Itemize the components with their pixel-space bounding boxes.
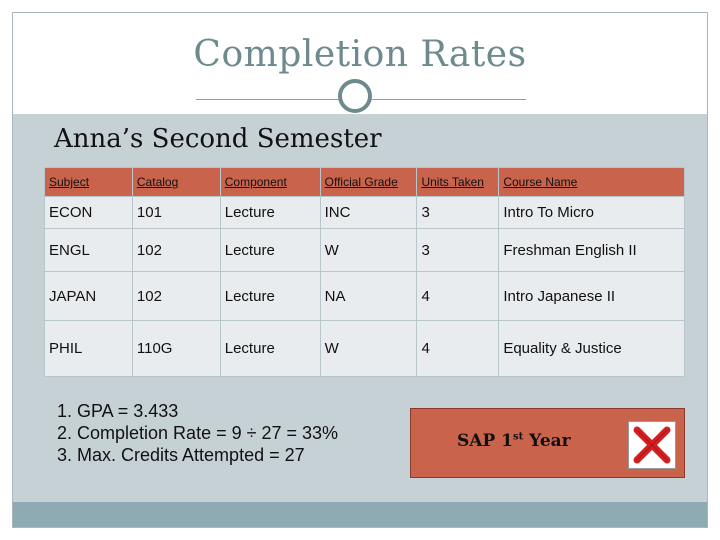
cell-course-name: Freshman English II [498, 228, 685, 272]
sap-label-suffix: Year [523, 431, 571, 451]
sap-label-prefix: SAP 1 [457, 431, 513, 451]
cell-subject: PHIL [44, 320, 133, 377]
cell-component: Lecture [219, 228, 321, 272]
cell-catalog: 102 [131, 228, 221, 272]
cell-course-name: Intro To Micro [498, 196, 685, 229]
header-official-grade: Official Grade [319, 167, 418, 197]
note-completion-rate: 2. Completion Rate = 9 ÷ 27 = 33% [57, 423, 339, 443]
cell-component: Lecture [219, 271, 321, 321]
header-units-taken: Units Taken [416, 167, 500, 197]
header-component: Component [219, 167, 321, 197]
slide-subtitle: Anna’s Second Semester [54, 124, 382, 154]
cell-grade: NA [319, 271, 418, 321]
cell-units: 4 [416, 271, 500, 321]
sap-label-superscript: st [513, 431, 524, 443]
cell-subject: JAPAN [44, 271, 133, 321]
table-row: JAPAN 102 Lecture NA 4 Intro Japanese II [44, 271, 685, 321]
note-max-credits: 3. Max. Credits Attempted = 27 [57, 445, 305, 465]
summary-notes: 1. GPA = 3.433 2. Completion Rate = 9 ÷ … [57, 400, 338, 466]
cell-units: 4 [416, 320, 500, 377]
cell-course-name: Intro Japanese II [498, 271, 685, 321]
sap-label: SAP 1st Year [457, 431, 571, 451]
bottom-bar [13, 502, 707, 527]
cell-subject: ENGL [44, 228, 133, 272]
cell-subject: ECON [44, 196, 133, 229]
sap-status-box: SAP 1st Year [410, 408, 685, 478]
slide-title: Completion Rates [193, 34, 527, 75]
header-catalog: Catalog [131, 167, 221, 197]
cell-component: Lecture [219, 320, 321, 377]
grades-table: Subject Catalog Component Official Grade… [44, 167, 685, 377]
cell-grade: W [319, 228, 418, 272]
cell-catalog: 102 [131, 271, 221, 321]
red-x-icon [628, 421, 676, 469]
cell-catalog: 101 [131, 196, 221, 229]
cell-catalog: 110G [131, 320, 221, 377]
circle-ornament-icon [338, 79, 372, 113]
cell-course-name: Equality & Justice [498, 320, 685, 377]
table-row: ENGL 102 Lecture W 3 Freshman English II [44, 228, 685, 272]
header-course-name: Course Name [498, 167, 685, 197]
cell-component: Lecture [219, 196, 321, 229]
table-row: PHIL 110G Lecture W 4 Equality & Justice [44, 320, 685, 377]
header-subject: Subject [44, 167, 133, 197]
cell-units: 3 [416, 196, 500, 229]
cell-grade: INC [319, 196, 418, 229]
table-header-row: Subject Catalog Component Official Grade… [44, 167, 685, 197]
note-gpa: 1. GPA = 3.433 [57, 401, 179, 421]
table-row: ECON 101 Lecture INC 3 Intro To Micro [44, 196, 685, 229]
cell-grade: W [319, 320, 418, 377]
cell-units: 3 [416, 228, 500, 272]
